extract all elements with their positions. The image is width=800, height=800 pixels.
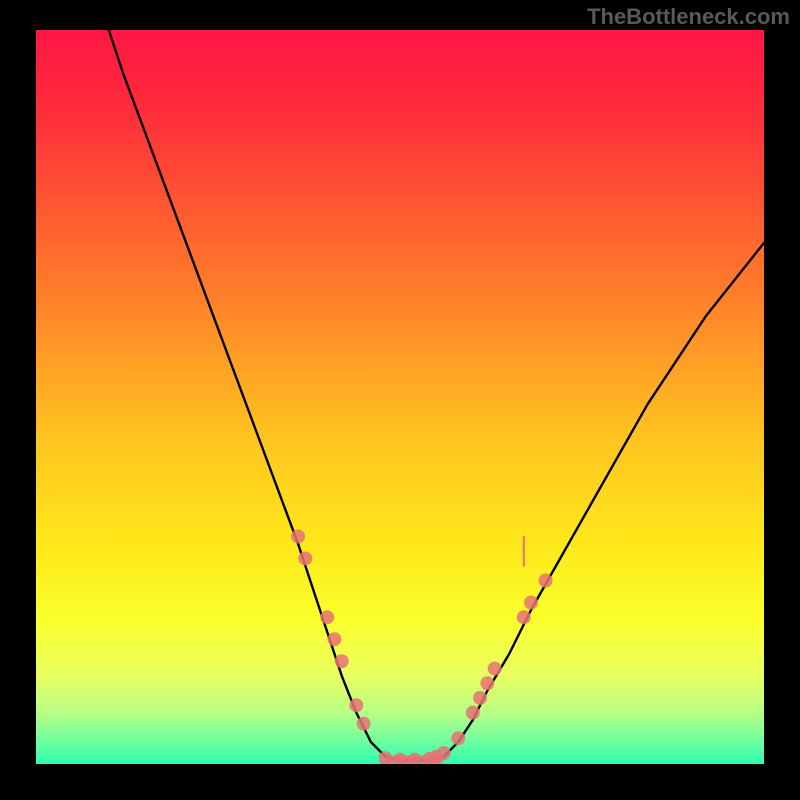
marker-dot bbox=[327, 632, 341, 646]
marker-dot bbox=[357, 717, 371, 731]
marker-dot bbox=[291, 529, 305, 543]
marker-dot bbox=[517, 610, 531, 624]
marker-dot bbox=[298, 551, 312, 565]
plot-area bbox=[36, 30, 764, 764]
marker-dot bbox=[335, 654, 349, 668]
marker-dot bbox=[473, 691, 487, 705]
bottleneck-chart bbox=[36, 30, 764, 764]
gradient-background bbox=[36, 30, 764, 764]
marker-dot bbox=[524, 596, 538, 610]
marker-dot bbox=[488, 662, 502, 676]
marker-dot bbox=[451, 731, 465, 745]
marker-dot bbox=[320, 610, 334, 624]
marker-dot bbox=[466, 706, 480, 720]
marker-dot bbox=[349, 698, 363, 712]
marker-dot bbox=[539, 574, 553, 588]
marker-dot bbox=[480, 676, 494, 690]
marker-dot bbox=[437, 746, 451, 760]
watermark: TheBottleneck.com bbox=[587, 4, 790, 30]
